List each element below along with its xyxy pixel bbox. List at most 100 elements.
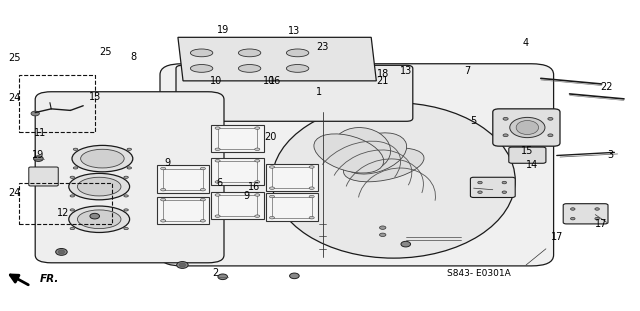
Ellipse shape <box>595 208 600 210</box>
Text: 10: 10 <box>262 77 275 86</box>
Text: 24: 24 <box>8 188 20 198</box>
Bar <box>163 200 203 221</box>
Bar <box>218 161 257 182</box>
Text: 9: 9 <box>243 191 250 201</box>
Text: 20: 20 <box>264 132 277 142</box>
Bar <box>163 169 203 190</box>
Ellipse shape <box>269 195 275 198</box>
Ellipse shape <box>255 194 260 196</box>
Ellipse shape <box>215 181 220 183</box>
Ellipse shape <box>191 65 212 72</box>
Ellipse shape <box>502 181 507 184</box>
Ellipse shape <box>255 127 260 129</box>
Ellipse shape <box>548 134 553 137</box>
Ellipse shape <box>127 167 132 169</box>
Text: S843- E0301A: S843- E0301A <box>447 269 511 277</box>
Ellipse shape <box>191 49 212 57</box>
Ellipse shape <box>70 228 74 230</box>
Bar <box>19 75 95 132</box>
Ellipse shape <box>344 148 424 182</box>
Ellipse shape <box>72 146 133 172</box>
Ellipse shape <box>56 248 67 255</box>
FancyBboxPatch shape <box>35 92 224 263</box>
Text: 19: 19 <box>216 25 229 35</box>
Ellipse shape <box>77 177 121 196</box>
Ellipse shape <box>255 215 260 217</box>
Ellipse shape <box>58 250 65 254</box>
Text: 10: 10 <box>209 77 222 86</box>
Ellipse shape <box>595 217 600 220</box>
Ellipse shape <box>31 111 40 116</box>
Text: 13: 13 <box>288 26 301 36</box>
Ellipse shape <box>309 216 314 219</box>
Ellipse shape <box>503 134 508 137</box>
Ellipse shape <box>127 148 132 151</box>
FancyBboxPatch shape <box>176 65 413 121</box>
Ellipse shape <box>124 176 129 178</box>
Text: 16: 16 <box>248 182 260 192</box>
Text: 16: 16 <box>269 77 282 86</box>
Ellipse shape <box>309 166 314 168</box>
Ellipse shape <box>81 149 124 168</box>
Ellipse shape <box>200 167 205 170</box>
Ellipse shape <box>215 148 220 151</box>
Ellipse shape <box>239 65 261 72</box>
Ellipse shape <box>77 210 121 229</box>
Bar <box>211 192 264 219</box>
Ellipse shape <box>161 188 166 191</box>
Ellipse shape <box>90 213 100 219</box>
Text: 4: 4 <box>523 38 529 48</box>
Ellipse shape <box>255 148 260 151</box>
Text: 14: 14 <box>526 160 539 170</box>
Ellipse shape <box>509 118 545 137</box>
FancyBboxPatch shape <box>493 109 560 146</box>
Ellipse shape <box>287 65 308 72</box>
Ellipse shape <box>215 127 220 129</box>
Ellipse shape <box>161 198 166 201</box>
Ellipse shape <box>342 133 406 174</box>
Ellipse shape <box>272 103 515 258</box>
Ellipse shape <box>269 216 275 219</box>
Ellipse shape <box>290 273 300 279</box>
Ellipse shape <box>255 181 260 183</box>
Ellipse shape <box>255 160 260 162</box>
Bar <box>218 195 257 216</box>
FancyBboxPatch shape <box>509 147 546 163</box>
Ellipse shape <box>179 263 186 267</box>
Ellipse shape <box>69 174 129 200</box>
Ellipse shape <box>380 233 386 236</box>
Text: 3: 3 <box>607 151 613 160</box>
Ellipse shape <box>34 156 43 161</box>
Polygon shape <box>178 37 376 81</box>
Ellipse shape <box>239 49 261 57</box>
Ellipse shape <box>69 206 129 233</box>
Text: 19: 19 <box>32 151 45 160</box>
Text: 24: 24 <box>8 93 20 103</box>
Ellipse shape <box>70 195 74 197</box>
Ellipse shape <box>124 195 129 197</box>
Text: 12: 12 <box>56 208 69 218</box>
FancyBboxPatch shape <box>160 64 554 266</box>
Text: FR.: FR. <box>40 274 59 284</box>
Ellipse shape <box>477 191 483 193</box>
Ellipse shape <box>401 241 411 247</box>
Text: 13: 13 <box>88 92 101 102</box>
Ellipse shape <box>218 274 228 280</box>
FancyBboxPatch shape <box>29 167 58 186</box>
Text: 5: 5 <box>470 116 477 126</box>
Ellipse shape <box>124 209 129 211</box>
Ellipse shape <box>73 167 78 169</box>
Ellipse shape <box>571 217 575 220</box>
Text: 13: 13 <box>399 66 412 76</box>
Text: 23: 23 <box>316 42 329 52</box>
Text: 18: 18 <box>376 69 389 79</box>
Ellipse shape <box>73 148 78 151</box>
Ellipse shape <box>503 118 508 120</box>
Ellipse shape <box>215 215 220 217</box>
Ellipse shape <box>200 188 205 191</box>
Bar <box>272 167 312 188</box>
Text: 22: 22 <box>600 82 613 92</box>
Text: 9: 9 <box>164 158 171 168</box>
Bar <box>266 164 318 191</box>
Text: 6: 6 <box>216 178 223 188</box>
